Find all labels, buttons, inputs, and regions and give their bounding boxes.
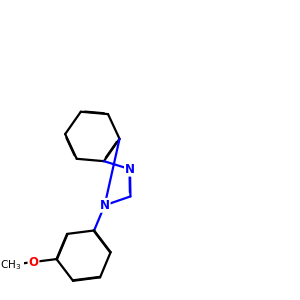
- Text: O: O: [28, 256, 38, 268]
- Text: N: N: [100, 199, 110, 212]
- Text: N: N: [125, 163, 135, 176]
- Text: CH$_3$: CH$_3$: [0, 258, 21, 272]
